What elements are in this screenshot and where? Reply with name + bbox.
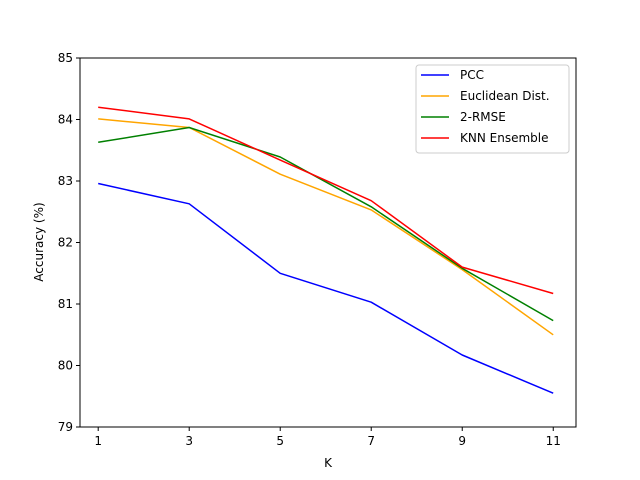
legend-box <box>415 64 570 154</box>
x-tick-label: 1 <box>94 434 102 448</box>
y-tick-label: 85 <box>58 51 73 65</box>
series-line-2-rmse <box>98 126 554 322</box>
legend-label: PCC <box>460 68 484 82</box>
legend: PCC Euclidean Dist. 2-RMSE KNN Ensemble <box>415 64 570 154</box>
series-lines <box>98 106 554 394</box>
x-tick-label: 5 <box>276 434 284 448</box>
x-axis-ticks: 1 3 5 7 9 11 <box>94 427 561 448</box>
series-line-knn-ensemble <box>98 106 554 295</box>
legend-label: KNN Ensemble <box>460 131 548 145</box>
y-tick-label: 84 <box>58 113 73 127</box>
x-tick-label: 3 <box>185 434 193 448</box>
legend-label: 2-RMSE <box>460 110 506 124</box>
y-axis-ticks: 79 80 81 82 83 84 85 <box>58 51 80 434</box>
series-line-pcc <box>98 182 554 394</box>
y-tick-label: 83 <box>58 174 73 188</box>
y-axis-label: Accuracy (%) <box>32 202 46 281</box>
y-tick-label: 79 <box>58 420 73 434</box>
legend-label: Euclidean Dist. <box>460 89 550 103</box>
series-line-euclidean-dist <box>98 118 554 336</box>
x-tick-label: 7 <box>367 434 375 448</box>
y-tick-label: 80 <box>58 359 73 373</box>
x-axis-label: K <box>324 456 333 470</box>
y-tick-label: 82 <box>58 236 73 250</box>
x-tick-label: 11 <box>546 434 561 448</box>
y-tick-label: 81 <box>58 297 73 311</box>
x-tick-label: 9 <box>458 434 466 448</box>
